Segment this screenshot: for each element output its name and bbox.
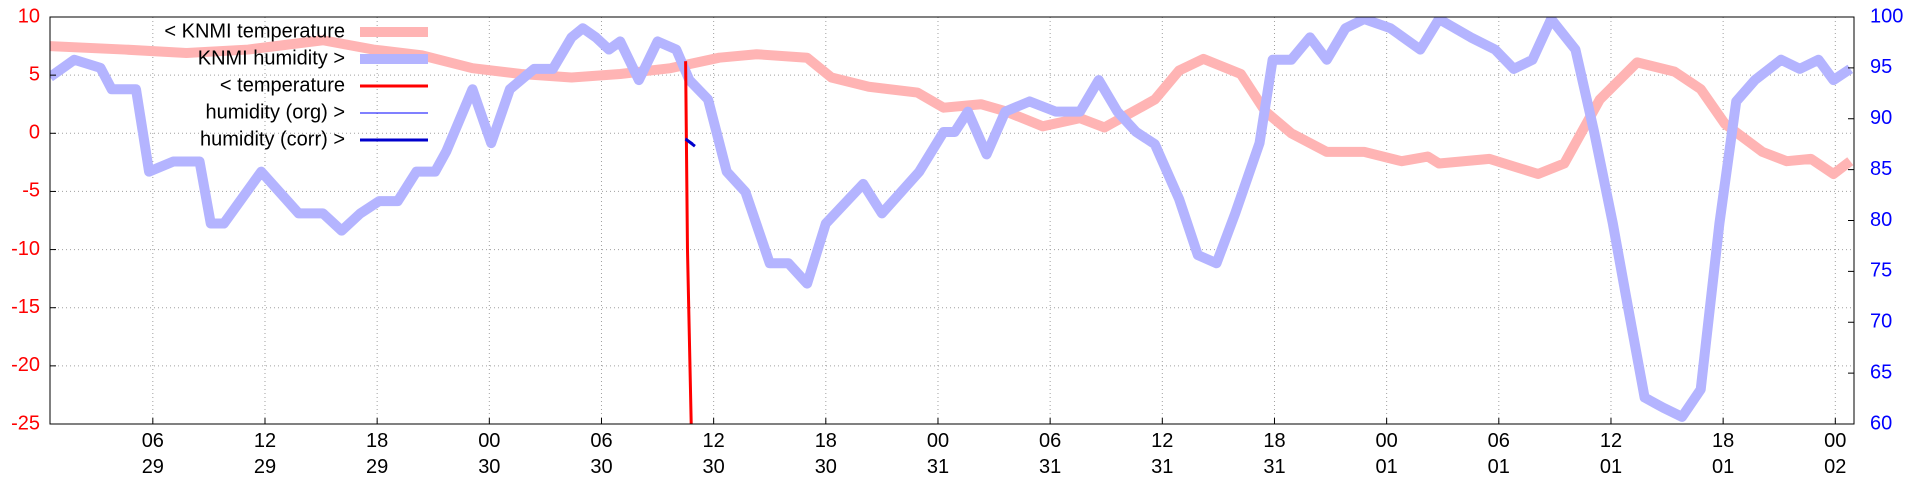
y2-tick-label: 95 (1870, 56, 1892, 78)
y-tick-label: -10 (11, 238, 40, 260)
series-line (50, 17, 1854, 422)
legend-label: KNMI humidity > (198, 47, 345, 69)
x-tick-label: 00 01 (1376, 430, 1398, 478)
y-tick-label: -25 (11, 412, 40, 434)
y-tick-label: 0 (29, 122, 40, 144)
x-tick-label: 12 31 (1151, 430, 1173, 478)
x-tick-label: 06 01 (1488, 430, 1510, 478)
x-tick-label: 06 30 (590, 430, 612, 478)
y2-tick-label: 85 (1870, 158, 1892, 180)
y2-tick-label: 75 (1870, 260, 1892, 282)
legend-label: < temperature (220, 74, 345, 96)
legend-label: < KNMI temperature (164, 20, 345, 42)
y2-tick-label: 70 (1870, 311, 1892, 333)
x-tick-label: 06 29 (142, 430, 164, 478)
y-tick-label: -5 (22, 180, 40, 202)
x-tick-label: 18 30 (815, 430, 837, 478)
y2-tick-label: 90 (1870, 107, 1892, 129)
y2-tick-label: 60 (1870, 412, 1892, 434)
x-tick-label: 18 31 (1263, 430, 1285, 478)
y-tick-label: 5 (29, 63, 40, 85)
y2-tick-label: 80 (1870, 209, 1892, 231)
x-tick-label: 00 30 (478, 430, 500, 478)
series-line (50, 35, 1854, 179)
y-tick-label: -20 (11, 354, 40, 376)
x-tick-label: 12 01 (1600, 430, 1622, 478)
legend-label: humidity (corr) > (200, 128, 345, 150)
x-tick-label: 12 30 (703, 430, 725, 478)
x-tick-label: 00 31 (927, 430, 949, 478)
x-tick-label: 18 29 (366, 430, 388, 478)
tick-labels: 06 29 12 29 18 29 00 30 06 30 12 30 18 30 00 31 06 31 12 31… (11, 5, 1903, 478)
x-tick-label: 18 01 (1712, 430, 1734, 478)
series-line (684, 137, 696, 148)
legend-label: humidity (org) > (206, 101, 346, 123)
y-tick-label: 10 (18, 5, 40, 27)
x-tick-label: 00 02 (1824, 430, 1846, 478)
y2-tick-label: 100 (1870, 5, 1903, 27)
series-line (684, 61, 693, 424)
legend: < KNMI temperature KNMI humidity > < tempe… (164, 20, 428, 150)
y2-tick-label: 65 (1870, 361, 1892, 383)
y-tick-label: -15 (11, 296, 40, 318)
x-tick-label: 06 31 (1039, 430, 1061, 478)
plot-area (50, 17, 1854, 424)
x-tick-label: 12 29 (254, 430, 276, 478)
